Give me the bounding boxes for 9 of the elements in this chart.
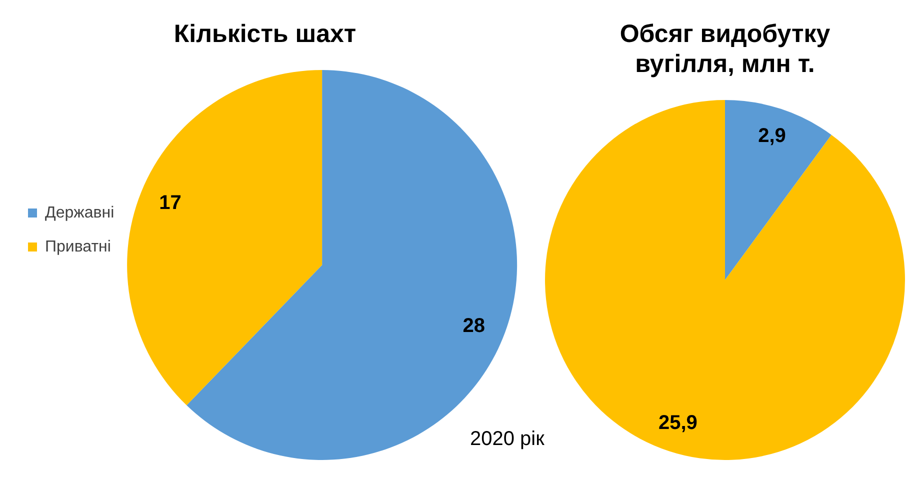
data-label: 17 [159,192,182,214]
data-label: 2,9 [758,124,786,147]
legend-label: Державні [45,204,114,222]
chart-title: Обсяг видобутку вугілля, млн т. [620,20,830,78]
data-label: 25,9 [658,412,698,434]
chart-title: Кількість шахт [174,20,356,48]
legend-label: Приватні [45,238,111,256]
data-label: 28 [462,314,486,337]
text: 2020 рік [470,428,544,451]
